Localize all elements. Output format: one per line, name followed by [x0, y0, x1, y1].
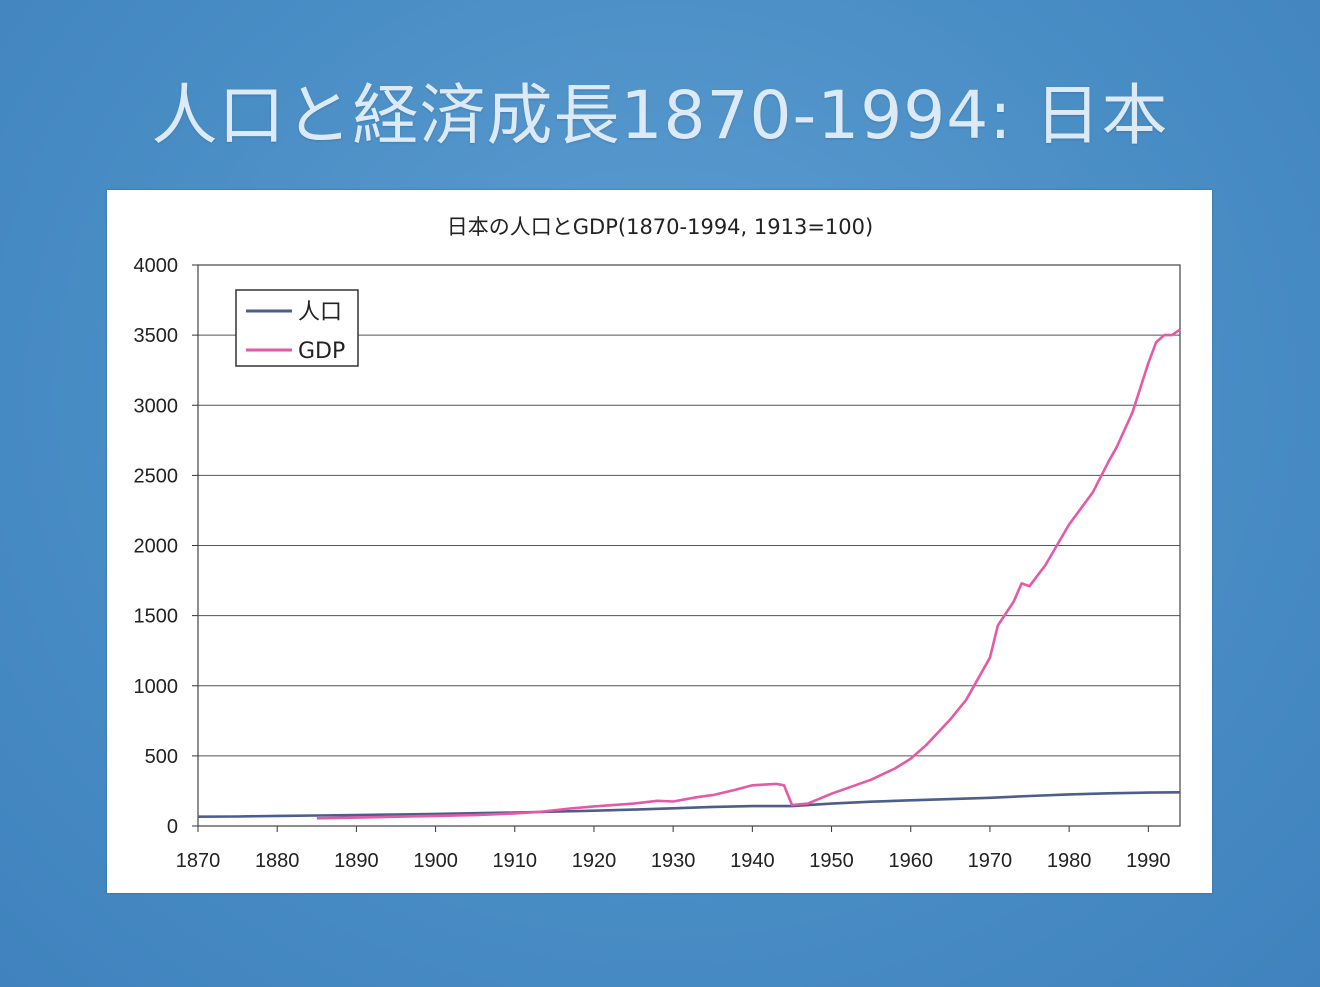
chart-title: 日本の人口とGDP(1870-1994, 1913=100): [447, 215, 873, 239]
gridlines: [198, 264, 1180, 757]
y-tick-label: 3500: [134, 325, 179, 347]
x-tick-label: 1960: [888, 850, 933, 872]
legend-label-gdp: GDP: [298, 339, 345, 364]
x-tick-label: 1980: [1047, 850, 1092, 872]
series-line-population: [197, 791, 1181, 818]
series-lines: [197, 328, 1181, 820]
x-tick-label: 1910: [493, 850, 537, 872]
plot-frame: [197, 264, 1181, 827]
x-tick-label: 1900: [413, 850, 458, 872]
series-line-gdp: [316, 328, 1181, 820]
y-tick-label: 1000: [134, 676, 179, 698]
x-tick-label: 1990: [1126, 850, 1171, 872]
x-tick-label: 1970: [968, 850, 1013, 872]
x-tick-label: 1940: [730, 850, 775, 872]
chart-panel: 日本の人口とGDP(1870-1994, 1913=100) 0 500 1000 1…: [107, 190, 1212, 893]
legend-box: [235, 289, 359, 367]
y-tick-label: 500: [145, 746, 178, 768]
legend-label-population: 人口: [298, 300, 342, 325]
x-tick-label: 1870: [176, 850, 221, 872]
y-tick-label: 2000: [134, 536, 179, 558]
x-tick-label: 1920: [572, 850, 617, 872]
y-tick-labels: 0 500 1000 1500 2000 2500 3000 3500 4000: [134, 255, 179, 838]
chart-svg: 日本の人口とGDP(1870-1994, 1913=100) 0 500 1000 1…: [134, 215, 1181, 872]
legend: 人口 GDP: [235, 289, 359, 367]
y-tick-label: 4000: [134, 255, 179, 277]
slide-title: 人口と経済成長1870-1994: 日本: [151, 77, 1169, 154]
y-tick-label: 0: [167, 816, 178, 838]
x-tick-labels: 1870 1880 1890 1900 1910 1920 1930 1940 1950 1960…: [176, 850, 1171, 872]
x-tick-label: 1880: [255, 850, 300, 872]
axes: [192, 264, 1181, 832]
x-tick-label: 1950: [809, 850, 854, 872]
x-tick-label: 1930: [651, 850, 696, 872]
y-tick-label: 1500: [134, 606, 179, 628]
x-tick-label: 1890: [334, 850, 379, 872]
y-tick-label: 3000: [134, 395, 179, 417]
y-tick-label: 2500: [134, 465, 179, 487]
